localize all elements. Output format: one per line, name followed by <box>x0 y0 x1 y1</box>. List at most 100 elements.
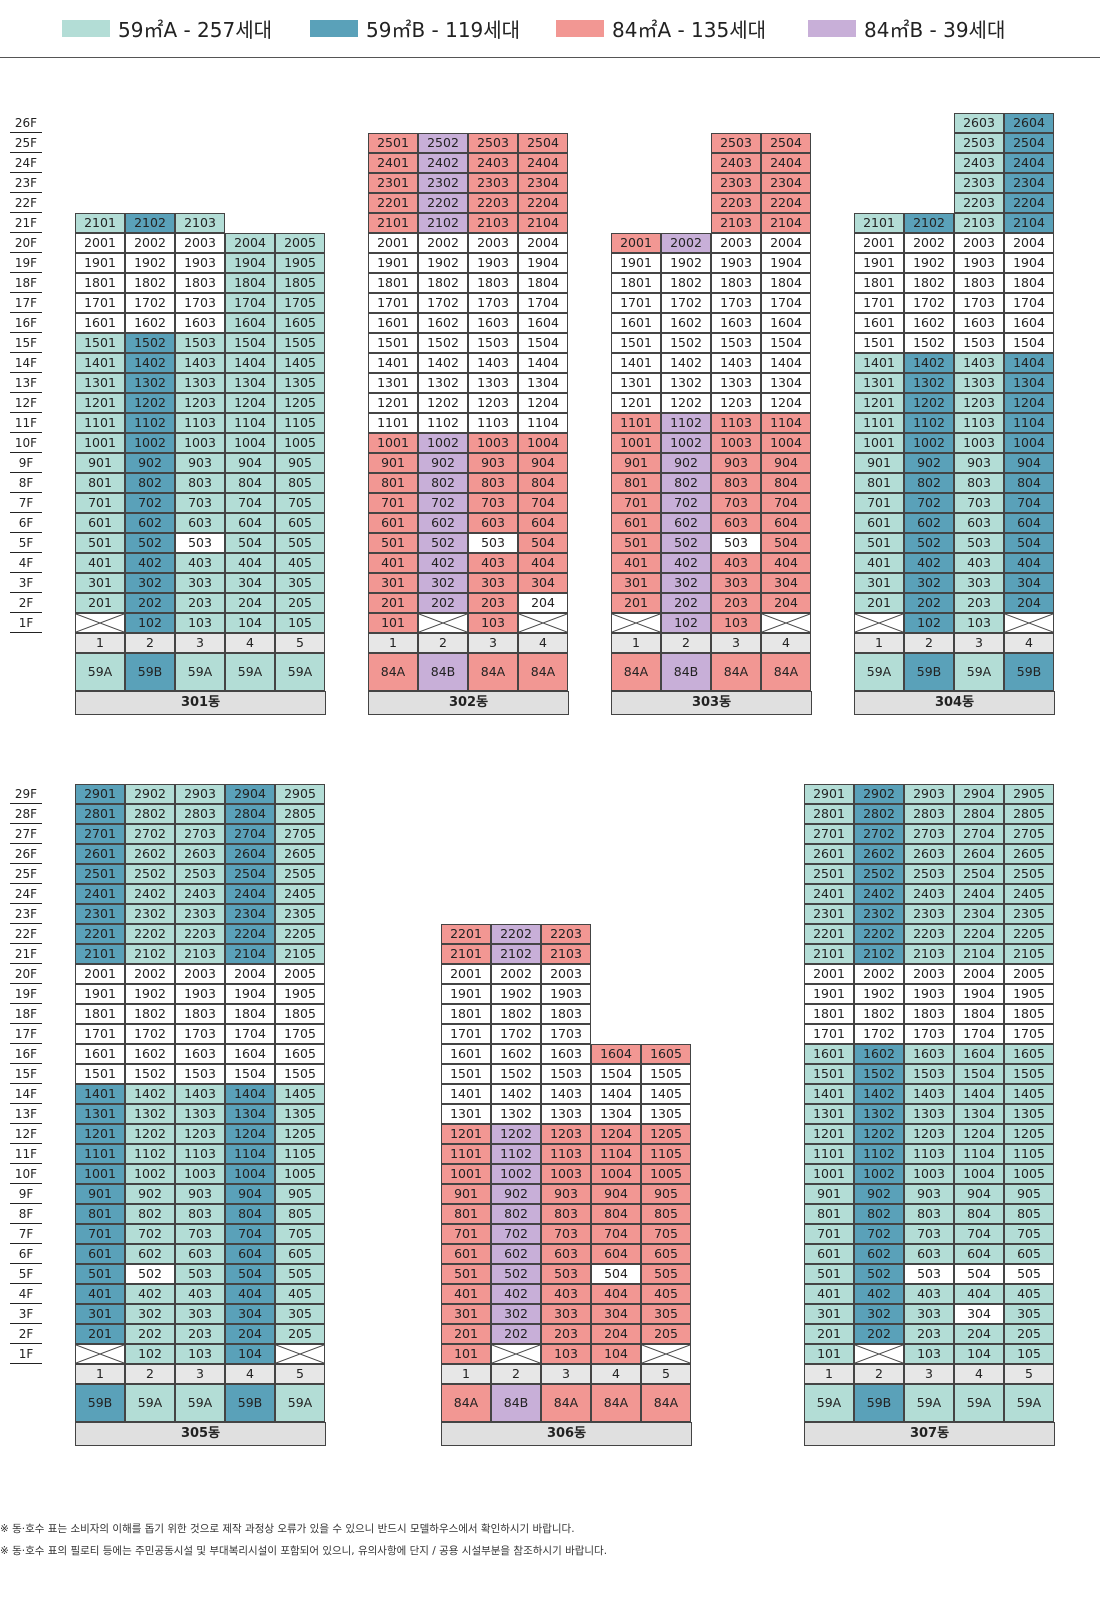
unit-cell[interactable]: 2503 <box>904 864 954 884</box>
unit-cell[interactable]: 2705 <box>275 824 325 844</box>
unit-cell[interactable]: 1301 <box>75 373 125 393</box>
unit-cell[interactable]: 305 <box>641 1304 691 1324</box>
unit-cell[interactable]: 2503 <box>711 133 761 153</box>
unit-cell[interactable]: 1201 <box>441 1124 491 1144</box>
unit-cell[interactable]: 1704 <box>518 293 568 313</box>
unit-cell[interactable]: 603 <box>468 513 518 533</box>
unit-cell[interactable]: 1702 <box>661 293 711 313</box>
unit-cell[interactable]: 2205 <box>275 924 325 944</box>
unit-cell[interactable]: 904 <box>1004 453 1054 473</box>
unit-cell[interactable]: 1002 <box>491 1164 541 1184</box>
unit-cell[interactable]: 1102 <box>661 413 711 433</box>
unit-cell[interactable]: 803 <box>711 473 761 493</box>
unit-cell[interactable]: 1503 <box>175 333 225 353</box>
unit-cell[interactable]: 2703 <box>175 824 225 844</box>
unit-cell[interactable]: 1204 <box>225 393 275 413</box>
unit-cell[interactable]: 2003 <box>711 233 761 253</box>
unit-cell[interactable]: 1003 <box>175 433 225 453</box>
unit-cell[interactable]: 2202 <box>418 193 468 213</box>
unit-cell[interactable]: 2103 <box>468 213 518 233</box>
unit-cell[interactable]: 2501 <box>75 864 125 884</box>
unit-cell[interactable]: 2303 <box>468 173 518 193</box>
unit-cell[interactable]: 2203 <box>175 924 225 944</box>
unit-cell[interactable]: 2102 <box>125 213 175 233</box>
unit-cell[interactable]: 1801 <box>75 273 125 293</box>
unit-cell[interactable]: 404 <box>225 1284 275 1304</box>
unit-cell[interactable]: 2301 <box>368 173 418 193</box>
unit-cell[interactable]: 1502 <box>904 333 954 353</box>
unit-cell[interactable]: 2101 <box>75 213 125 233</box>
unit-cell[interactable]: 1102 <box>125 413 175 433</box>
unit-cell[interactable]: 2002 <box>491 964 541 984</box>
unit-cell[interactable]: 1302 <box>904 373 954 393</box>
unit-cell[interactable]: 1405 <box>275 1084 325 1104</box>
unit-cell[interactable]: 503 <box>954 533 1004 553</box>
unit-cell[interactable]: 2503 <box>954 133 1004 153</box>
unit-cell[interactable]: 1103 <box>175 1144 225 1164</box>
unit-cell[interactable]: 101 <box>441 1344 491 1364</box>
unit-cell[interactable]: 802 <box>125 1204 175 1224</box>
unit-cell[interactable]: 1905 <box>275 253 325 273</box>
unit-cell[interactable]: 2403 <box>468 153 518 173</box>
unit-cell[interactable]: 2901 <box>75 784 125 804</box>
unit-cell[interactable]: 304 <box>1004 573 1054 593</box>
unit-cell[interactable]: 2202 <box>854 924 904 944</box>
unit-cell[interactable]: 204 <box>1004 593 1054 613</box>
unit-cell[interactable]: 805 <box>275 1204 325 1224</box>
unit-cell[interactable]: 1604 <box>225 313 275 333</box>
unit-cell[interactable]: 504 <box>225 533 275 553</box>
unit-cell[interactable]: 2203 <box>711 193 761 213</box>
unit-cell[interactable]: 1602 <box>125 313 175 333</box>
unit-cell[interactable]: 1601 <box>75 313 125 333</box>
unit-cell[interactable]: 2903 <box>175 784 225 804</box>
unit-cell[interactable]: 1804 <box>225 273 275 293</box>
unit-cell[interactable]: 302 <box>418 573 468 593</box>
unit-cell[interactable]: 1304 <box>225 373 275 393</box>
unit-cell[interactable]: 303 <box>175 573 225 593</box>
unit-cell[interactable]: 904 <box>518 453 568 473</box>
unit-cell[interactable]: 2603 <box>175 844 225 864</box>
unit-cell[interactable]: 1702 <box>125 293 175 313</box>
unit-cell[interactable]: 1502 <box>854 1064 904 1084</box>
unit-cell[interactable]: 401 <box>75 1284 125 1304</box>
unit-cell[interactable]: 2104 <box>518 213 568 233</box>
unit-cell[interactable]: 1601 <box>611 313 661 333</box>
unit-cell[interactable]: 805 <box>1004 1204 1054 1224</box>
unit-cell[interactable]: 2905 <box>275 784 325 804</box>
unit-cell[interactable]: 703 <box>904 1224 954 1244</box>
unit-cell[interactable]: 501 <box>75 1264 125 1284</box>
unit-cell[interactable]: 1003 <box>175 1164 225 1184</box>
unit-cell[interactable]: 602 <box>904 513 954 533</box>
unit-cell[interactable]: 2203 <box>468 193 518 213</box>
unit-cell[interactable]: 704 <box>225 1224 275 1244</box>
unit-cell[interactable]: 1003 <box>711 433 761 453</box>
unit-cell[interactable]: 803 <box>541 1204 591 1224</box>
unit-cell[interactable]: 1801 <box>611 273 661 293</box>
unit-cell[interactable]: 2502 <box>125 864 175 884</box>
unit-cell[interactable]: 1602 <box>854 1044 904 1064</box>
unit-cell[interactable]: 401 <box>611 553 661 573</box>
unit-cell[interactable]: 601 <box>804 1244 854 1264</box>
unit-cell[interactable]: 702 <box>418 493 468 513</box>
unit-cell[interactable]: 504 <box>591 1264 641 1284</box>
unit-cell[interactable]: 701 <box>75 1224 125 1244</box>
unit-cell[interactable]: 901 <box>804 1184 854 1204</box>
unit-cell[interactable]: 2904 <box>954 784 1004 804</box>
unit-cell[interactable]: 1801 <box>75 1004 125 1024</box>
unit-cell[interactable]: 1703 <box>175 1024 225 1044</box>
unit-cell[interactable]: 1504 <box>761 333 811 353</box>
unit-cell[interactable]: 2201 <box>368 193 418 213</box>
unit-cell[interactable]: 101 <box>368 613 418 633</box>
unit-cell[interactable]: 1301 <box>854 373 904 393</box>
unit-cell[interactable]: 601 <box>854 513 904 533</box>
unit-cell[interactable]: 902 <box>904 453 954 473</box>
unit-cell[interactable]: 1203 <box>175 1124 225 1144</box>
unit-cell[interactable]: 1001 <box>611 433 661 453</box>
unit-cell[interactable]: 2304 <box>954 904 1004 924</box>
unit-cell[interactable]: 2504 <box>225 864 275 884</box>
unit-cell[interactable]: 1101 <box>368 413 418 433</box>
unit-cell[interactable]: 205 <box>275 1324 325 1344</box>
unit-cell[interactable]: 1401 <box>854 353 904 373</box>
unit-cell[interactable]: 1202 <box>661 393 711 413</box>
unit-cell[interactable]: 2802 <box>125 804 175 824</box>
